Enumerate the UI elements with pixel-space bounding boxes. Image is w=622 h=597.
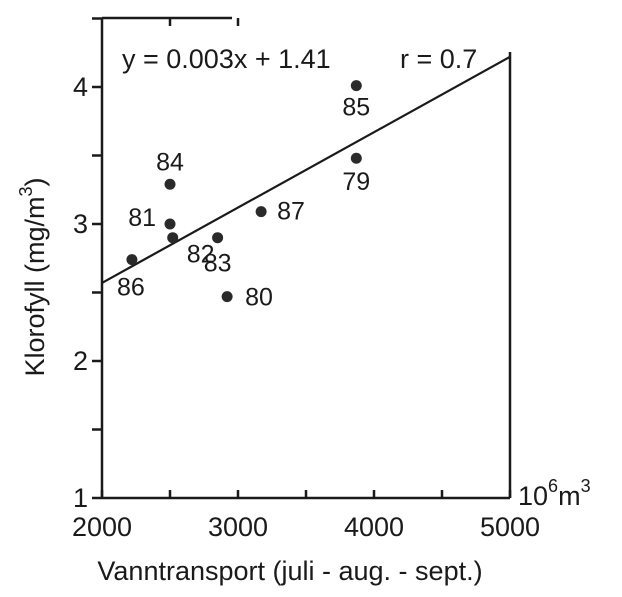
- y-tick-label: 2: [73, 346, 88, 376]
- point-label: 83: [204, 250, 232, 278]
- point-label: 80: [245, 284, 273, 312]
- x-tick-label: 4000: [344, 512, 404, 542]
- y-axis-title-text: Klorofyll (mg/m: [20, 196, 50, 376]
- y-axis-title: Klorofyll (mg/m3): [16, 177, 50, 376]
- points-group: [126, 80, 362, 303]
- data-point: [212, 232, 224, 244]
- data-point: [167, 232, 179, 244]
- y-tick-label: 3: [73, 209, 88, 239]
- ticks-group: 1 2 3 4 2000 3000 4000 5000: [72, 17, 540, 542]
- data-point: [164, 218, 176, 230]
- x-tick-label: 3000: [208, 512, 268, 542]
- y-axis-title-close: ): [20, 177, 50, 186]
- y-axis-title-exponent: 3: [16, 186, 36, 196]
- y-tick-label: 1: [73, 483, 88, 513]
- point-label: 84: [156, 148, 184, 176]
- data-point: [255, 206, 267, 218]
- data-point: [221, 291, 233, 303]
- point-label: 85: [342, 94, 370, 122]
- x-unit-base: 10: [518, 481, 548, 511]
- point-label: 82: [187, 241, 215, 269]
- x-axis-unit: 106m3: [518, 476, 591, 511]
- data-point: [350, 152, 362, 164]
- data-point: [126, 254, 138, 266]
- x-unit-symbol-exponent: 3: [581, 476, 591, 496]
- regression-line: [101, 55, 511, 284]
- point-label: 87: [277, 198, 305, 226]
- y-tick-label: 4: [73, 72, 88, 102]
- regression-group: [101, 55, 511, 284]
- point-label: 81: [128, 204, 156, 232]
- x-unit-base-exponent: 6: [548, 476, 558, 496]
- x-tick-label: 5000: [480, 512, 540, 542]
- x-tick-label: 2000: [72, 512, 132, 542]
- x-axis-title: Vanntransport (juli - aug. - sept.): [97, 556, 482, 586]
- regression-equation: y = 0.003x + 1.41: [122, 44, 331, 74]
- data-point: [164, 178, 176, 190]
- point-label: 86: [117, 274, 145, 302]
- point-label: 79: [342, 168, 370, 196]
- x-unit-symbol: m: [558, 481, 581, 511]
- data-point: [350, 80, 362, 92]
- correlation-coefficient: r = 0.7: [400, 44, 477, 74]
